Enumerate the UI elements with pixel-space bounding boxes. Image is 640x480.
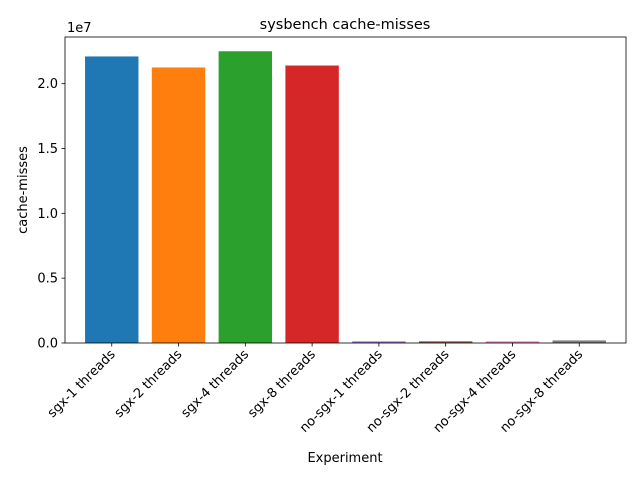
bar	[85, 56, 139, 343]
bar	[218, 51, 273, 344]
bar	[285, 65, 339, 343]
y-tick-label: 1.0	[37, 207, 58, 222]
y-tick-label: 2.0	[37, 77, 58, 92]
plot-frame	[64, 36, 627, 344]
y-axis-offset-text: 1e7	[67, 21, 92, 36]
bar	[485, 341, 540, 343]
bar	[418, 341, 473, 343]
y-tick-label: 1.5	[37, 142, 58, 157]
x-tick-label: sgx-4 threads	[178, 347, 252, 421]
y-tick-label: 0.0	[37, 337, 58, 352]
bar	[352, 341, 406, 343]
x-tick-label: sgx-1 threads	[45, 347, 119, 421]
x-tick-label: sgx-8 threads	[245, 347, 319, 421]
bar	[552, 340, 606, 343]
y-tick-label: 0.5	[37, 272, 58, 287]
chart-title: sysbench cache-misses	[260, 17, 431, 33]
bar	[151, 67, 206, 343]
y-axis-label: cache-misses	[16, 146, 31, 234]
x-axis-label: Experiment	[307, 451, 382, 466]
x-tick-label: sgx-2 threads	[112, 347, 186, 421]
